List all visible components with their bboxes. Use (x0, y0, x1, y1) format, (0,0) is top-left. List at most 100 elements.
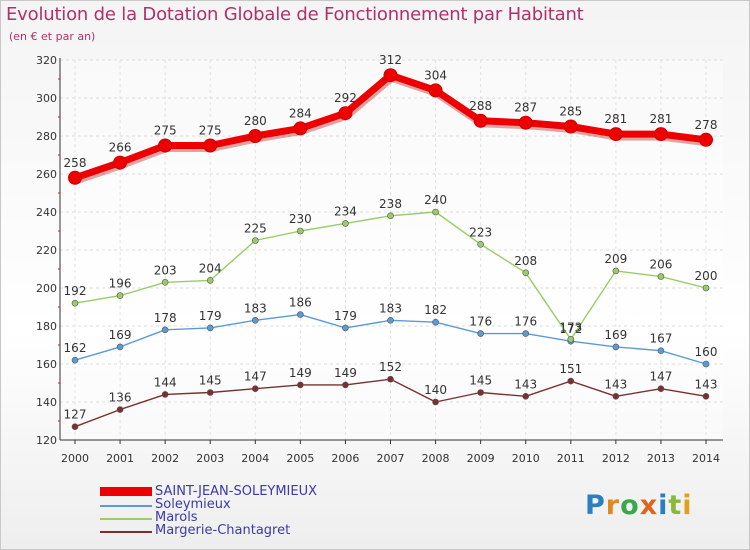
data-label-saint-jean-soleymieux: 285 (559, 105, 582, 119)
data-point-margerie-chantagret (251, 385, 259, 393)
data-point-soleymieux (432, 318, 439, 326)
data-label-margerie-chantagret: 136 (109, 391, 132, 405)
data-point-margerie-chantagret (297, 381, 304, 389)
data-point-soleymieux (297, 311, 304, 318)
data-point-margerie-chantagret (612, 392, 620, 400)
data-label-marols: 209 (604, 252, 627, 266)
data-point-soleymieux (657, 347, 665, 355)
data-point-marols (657, 273, 665, 280)
legend-label-marols: Marols (155, 510, 198, 525)
legend-item-marols: Marols (100, 510, 400, 526)
data-point-margerie-chantagret (116, 406, 124, 413)
data-point-marols (567, 335, 575, 343)
data-point-marols (432, 208, 439, 216)
chart-title: Evolution de la Dotation Globale de Fonc… (6, 4, 584, 25)
legend-label-margerie-chantagret: Margerie-Chantagret (155, 523, 291, 538)
data-label-soleymieux: 183 (244, 301, 267, 315)
x-tick-label: 2001 (106, 452, 134, 465)
data-label-soleymieux: 169 (109, 328, 132, 342)
data-label-saint-jean-soleymieux: 304 (424, 68, 447, 82)
data-point-saint-jean-soleymieux (68, 170, 82, 185)
data-point-saint-jean-soleymieux (113, 155, 128, 170)
data-label-soleymieux: 179 (199, 309, 222, 323)
data-label-marols: 225 (244, 222, 267, 236)
x-tick-label: 2009 (467, 452, 495, 465)
data-point-soleymieux (387, 316, 394, 324)
data-label-soleymieux: 162 (64, 341, 87, 355)
data-label-soleymieux: 172 (559, 322, 582, 336)
x-tick-label: 2006 (331, 452, 359, 465)
data-point-margerie-chantagret (702, 392, 710, 400)
data-point-saint-jean-soleymieux (518, 115, 533, 130)
data-label-marols: 208 (514, 254, 537, 268)
data-label-margerie-chantagret: 145 (469, 374, 492, 388)
data-label-saint-jean-soleymieux: 287 (514, 101, 537, 115)
data-label-marols: 238 (379, 197, 402, 211)
data-point-marols (342, 220, 349, 227)
data-point-saint-jean-soleymieux (699, 132, 713, 147)
x-tick-label: 2003 (196, 452, 224, 465)
data-label-margerie-chantagret: 127 (64, 408, 87, 422)
data-label-saint-jean-soleymieux: 281 (649, 112, 672, 126)
legend-item-soleymieux: Soleymieux (100, 497, 400, 513)
y-tick-label: 300 (36, 92, 57, 105)
data-point-saint-jean-soleymieux (428, 83, 443, 98)
legend-item-saint-jean-soleymieux: SAINT-JEAN-SOLEYMIEUX (100, 484, 400, 500)
data-label-marols: 206 (649, 258, 672, 272)
data-point-saint-jean-soleymieux (608, 127, 623, 142)
data-label-margerie-chantagret: 149 (334, 366, 357, 380)
y-tick-label: 180 (36, 320, 57, 333)
x-tick-label: 2013 (647, 452, 675, 465)
data-label-saint-jean-soleymieux: 312 (379, 53, 402, 67)
data-label-marols: 203 (154, 263, 177, 277)
x-tick-label: 2008 (422, 452, 450, 465)
data-label-soleymieux: 182 (424, 303, 447, 317)
data-point-margerie-chantagret (161, 391, 169, 398)
y-tick-label: 140 (36, 396, 57, 409)
data-label-saint-jean-soleymieux: 278 (695, 118, 718, 132)
data-point-marols (161, 278, 169, 286)
data-point-marols (387, 212, 394, 220)
data-label-soleymieux: 178 (154, 311, 177, 325)
data-label-margerie-chantagret: 151 (559, 362, 582, 376)
data-label-saint-jean-soleymieux: 281 (604, 112, 627, 126)
y-tick-label: 200 (36, 282, 57, 295)
data-label-marols: 173 (559, 320, 582, 334)
data-point-saint-jean-soleymieux (203, 138, 218, 153)
data-point-saint-jean-soleymieux (338, 106, 353, 121)
data-point-marols (71, 299, 79, 307)
data-label-margerie-chantagret: 143 (514, 377, 537, 391)
x-tick-label: 2011 (557, 452, 585, 465)
data-label-margerie-chantagret: 147 (244, 370, 267, 384)
y-tick-label: 160 (36, 358, 57, 371)
legend-swatch-soleymieux (100, 505, 152, 507)
legend-item-margerie-chantagret: Margerie-Chantagret (100, 523, 400, 539)
logo-letter: t (668, 490, 683, 521)
data-point-soleymieux (116, 343, 124, 351)
data-point-soleymieux (522, 330, 530, 337)
data-point-soleymieux (612, 343, 620, 351)
logo-letter: i (658, 490, 669, 521)
legend-swatch-saint-jean-soleymieux (100, 487, 152, 496)
data-point-marols (477, 241, 484, 248)
data-point-saint-jean-soleymieux (563, 119, 578, 134)
proxiti-logo: Proxiti (585, 490, 693, 521)
y-tick-label: 260 (36, 168, 57, 181)
y-tick-label: 320 (36, 54, 57, 67)
data-point-soleymieux (206, 324, 214, 332)
data-point-margerie-chantagret (567, 377, 575, 385)
data-label-marols: 223 (469, 225, 492, 239)
data-point-marols (116, 292, 124, 299)
data-label-marols: 196 (109, 277, 132, 291)
logo-letter: o (620, 490, 640, 521)
y-tick-label: 220 (36, 244, 57, 257)
data-point-saint-jean-soleymieux (473, 113, 488, 128)
logo-letter: i (682, 490, 693, 521)
data-label-marols: 192 (64, 284, 87, 298)
data-label-soleymieux: 160 (695, 345, 718, 359)
data-point-soleymieux (342, 324, 349, 332)
legend-label-saint-jean-soleymieux: SAINT-JEAN-SOLEYMIEUX (155, 484, 318, 499)
data-point-soleymieux (702, 360, 710, 368)
data-label-soleymieux: 186 (289, 296, 312, 310)
x-tick-label: 2010 (512, 452, 540, 465)
